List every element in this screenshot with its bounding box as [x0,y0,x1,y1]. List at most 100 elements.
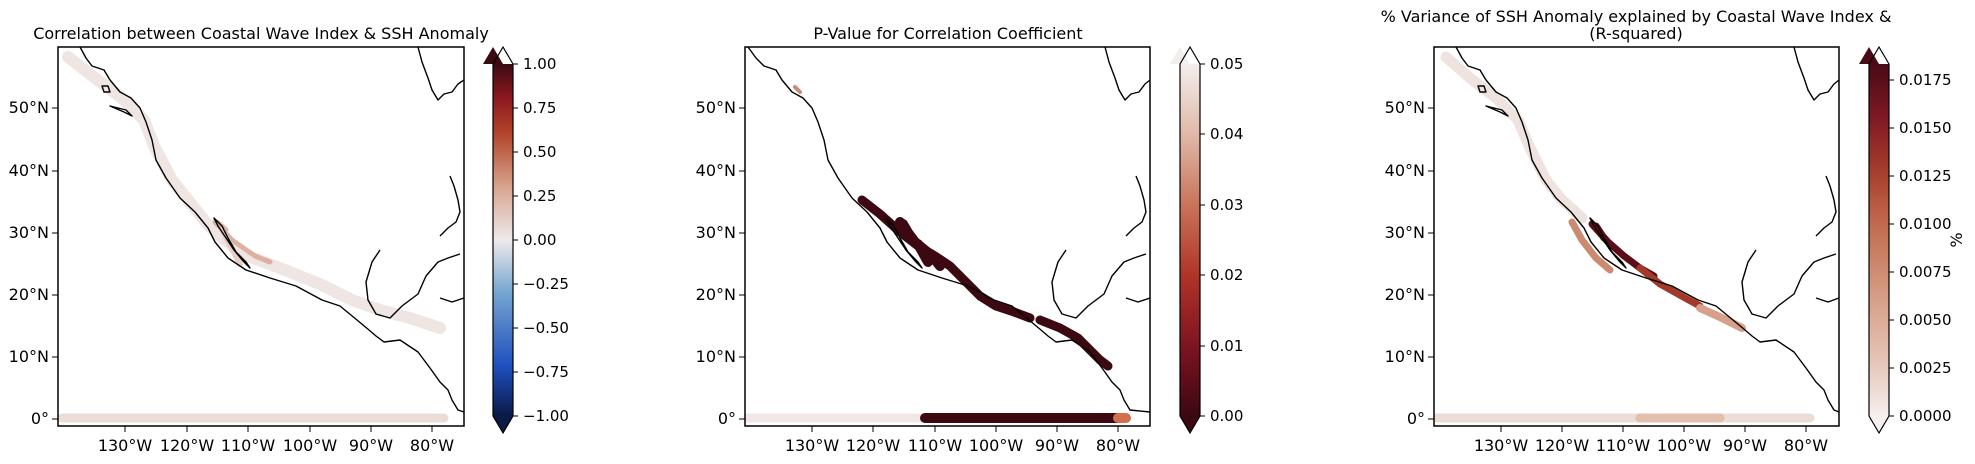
colorbar-tick: 0.0050 [1889,311,1952,329]
x-tick: 120°W [1535,426,1589,455]
colorbar-gradient [493,64,513,416]
x-tick: 130°W [98,426,152,455]
colorbar: 0.0175 0.0150 0.0125 0.0100 0.0075 0.005… [1859,45,1966,435]
panel-p-value: P-Value for Correlation Coefficient 130°… [696,24,1244,455]
colorbar-extend-min [1869,416,1889,433]
colorbar-tick: 0.0100 [1889,215,1952,233]
y-tick-label: 10°N [9,347,49,366]
y-tick: 40°N [9,161,58,180]
colorbar-extend-min [493,416,513,433]
map-frame [1433,46,1840,427]
x-tick-label: 100°W [969,436,1024,455]
colorbar-extend-max [483,47,503,64]
map-frame [744,46,1151,427]
colorbar-tick: 0.00 [1200,407,1243,425]
y-tick: 50°N [1385,98,1434,117]
map-frame [57,46,465,427]
colorbar-extend-min [1180,416,1200,433]
x-tick-label: 130°W [1474,436,1529,455]
x-tick: 120°W [160,426,214,455]
colorbar-tick: 0.03 [1200,196,1243,214]
colorbar-tick-label: 0.0125 [1899,167,1952,185]
colorbar-tick: −0.50 [513,319,569,337]
coastline [1455,46,1840,413]
y-tick: 10°N [9,347,58,366]
colorbar-tick: −1.00 [513,407,569,425]
colorbar-tick-label: 0.01 [1210,337,1243,355]
x-axis: 130°W 120°W 110°W 100°W 90°W 80°W [98,426,454,455]
coastline [747,46,1151,413]
colorbar-tick-label: 0.00 [523,231,556,249]
y-tick-label: 10°N [1385,347,1425,366]
x-tick: 80°W [410,426,454,455]
x-tick-label: 110°W [908,436,963,455]
colorbar-tick-label: −0.25 [523,275,569,293]
colorbar-label: % [1947,232,1966,247]
pacific-coast-band [62,51,446,334]
x-tick: 120°W [846,426,901,455]
x-tick: 80°W [1784,426,1828,455]
colorbar-tick: 0.04 [1200,125,1243,143]
y-tick-label: 30°N [696,223,736,242]
x-tick-label: 120°W [846,436,901,455]
y-tick-label: 50°N [696,98,736,117]
y-tick-label: 30°N [1385,223,1425,242]
colorbar-tick-label: −0.50 [523,319,569,337]
x-tick: 130°W [1474,426,1529,455]
colorbar-tick-label: 0.50 [523,143,556,161]
colorbar-tick-label: 0.75 [523,99,556,117]
y-tick-label: 20°N [696,285,736,304]
colorbar-tick-label: 0.03 [1210,196,1243,214]
x-tick: 110°W [908,426,963,455]
x-tick: 90°W [349,426,393,455]
colorbar-tick-label: 0.0025 [1899,359,1952,377]
colorbar-tick-label: −1.00 [523,407,569,425]
y-tick-label: 0° [718,409,736,428]
map-area [1434,47,1839,426]
colorbar-tick-label: 1.00 [523,55,556,73]
colorbar-tick: 0.0025 [1889,359,1952,377]
y-tick: 0° [718,409,745,428]
y-tick: 50°N [9,98,58,117]
y-tick-label: 40°N [9,161,49,180]
y-tick-label: 0° [31,409,49,428]
gulf-of-california-band [895,217,945,271]
colorbar-gradient [1869,64,1889,416]
colorbar-tick: 0.0000 [1889,407,1952,425]
y-tick-label: 30°N [9,223,49,242]
panel-subtitle: (R-squared) [1589,24,1682,43]
colorbar-tick-label: 0.0000 [1899,407,1952,425]
x-tick-label: 90°W [349,436,393,455]
y-tick: 50°N [696,98,745,117]
colorbar-tick: 0.50 [513,143,556,161]
colorbar-tick: 0.00 [513,231,556,249]
colorbar-tick-label: 0.00 [1210,407,1243,425]
colorbar-tick: 0.0075 [1889,263,1952,281]
y-tick: 0° [1407,409,1434,428]
panel-r-squared: % Variance of SSH Anomaly explained by C… [1381,7,1966,455]
y-axis: 0° 10°N 20°N 30°N 40°N 50°N [9,98,58,428]
y-tick: 20°N [1385,285,1434,304]
x-tick-label: 110°W [221,436,276,455]
colorbar-tick-label: 0.0175 [1899,71,1952,89]
coastline [79,46,465,413]
colorbar-tick: −0.25 [513,275,569,293]
colorbar-tick-label: 0.04 [1210,125,1243,143]
ocean-background [58,47,464,426]
y-tick-label: 40°N [1385,161,1425,180]
y-tick-label: 50°N [1385,98,1425,117]
colorbar-tick: 0.75 [513,99,556,117]
baja-coast-band [1568,218,1614,274]
y-tick: 20°N [9,285,58,304]
pacific-coast-band [1440,51,1588,224]
y-axis: 0° 10°N 20°N 30°N 40°N 50°N [1385,98,1434,428]
colorbar-tick-label: 0.0100 [1899,215,1952,233]
y-tick-label: 0° [1407,409,1425,428]
y-tick: 0° [31,409,58,428]
colorbar-extend-max [1170,47,1190,64]
x-tick-label: 80°W [1096,436,1140,455]
y-tick-label: 40°N [696,161,736,180]
colorbar-tick: −0.75 [513,363,569,381]
x-tick: 100°W [283,426,337,455]
